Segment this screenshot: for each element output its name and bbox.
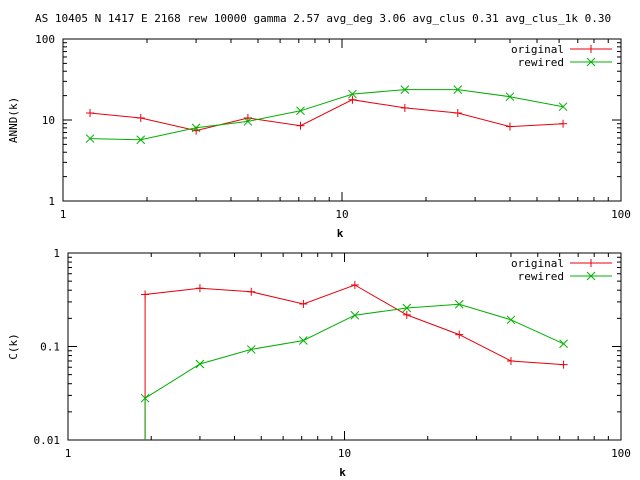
- clustering-series-rewired-legend-marker: [586, 271, 596, 281]
- annd-x-tick-label: 1: [60, 208, 67, 221]
- annd-x-tick-label: 100: [611, 208, 631, 221]
- annd-series-original-legend-marker: [587, 45, 595, 53]
- clustering-series-rewired-marker: [559, 339, 568, 349]
- annd-series-rewired-marker: [348, 89, 357, 99]
- annd-y-axis-label: ANND(k): [7, 97, 20, 143]
- clustering-series-rewired-marker: [140, 393, 150, 403]
- clustering-series-original-legend-marker: [587, 259, 595, 267]
- annd-series-original-line: [89, 99, 564, 132]
- annd-series-original-marker: [296, 121, 305, 130]
- clustering-y-tick-label: 1: [53, 247, 60, 260]
- annd-x-axis-label: k: [337, 227, 344, 240]
- annd-series-rewired-marker: [85, 134, 95, 143]
- annd-series-original-legend-label: original: [511, 43, 564, 56]
- clustering-x-tick-label: 100: [611, 447, 631, 460]
- annd-series-rewired-legend-label: rewired: [518, 56, 564, 69]
- annd-series-rewired-line: [89, 89, 564, 141]
- annd-series-rewired-marker: [453, 85, 463, 94]
- annd-y-tick-label: 10: [42, 114, 55, 127]
- clustering-series-original-marker: [247, 287, 256, 296]
- clustering-series-original-marker: [455, 330, 464, 339]
- clustering-y-tick-label: 0.1: [40, 341, 60, 354]
- clustering-x-tick-label: 1: [65, 447, 72, 460]
- annd-series-rewired-legend-marker: [586, 57, 596, 67]
- annd-series-original-marker: [86, 109, 95, 118]
- annd-series-rewired-marker: [558, 102, 568, 112]
- annd-series-rewired-marker: [296, 106, 305, 116]
- figure-title: AS 10405 N 1417 E 2168 rew 10000 gamma 2…: [35, 12, 611, 25]
- clustering-series-original-legend-label: original: [511, 257, 564, 270]
- clustering-series-rewired-marker: [350, 310, 360, 320]
- clustering-series-rewired-marker: [195, 359, 205, 369]
- clustering-series-original-marker: [350, 280, 359, 289]
- annd-series-rewired-marker: [136, 135, 146, 145]
- clustering-series-rewired-marker: [299, 336, 308, 345]
- clustering-x-tick-label: 10: [338, 447, 351, 460]
- clustering-series-rewired-marker: [402, 303, 412, 313]
- annd-series-rewired-marker: [400, 85, 410, 94]
- clustering-series-original-line: [144, 284, 564, 440]
- annd-series-rewired-marker: [505, 92, 515, 102]
- annd-y-tick-label: 100: [35, 33, 55, 46]
- annd-series-rewired-marker: [191, 123, 201, 133]
- annd-x-tick-label: 10: [335, 208, 348, 221]
- clustering-y-tick-label: 0.01: [34, 434, 61, 447]
- annd-series-original-marker: [243, 113, 252, 122]
- annd-series-original-marker: [400, 103, 409, 112]
- clustering-series-rewired-marker: [246, 345, 256, 354]
- clustering-series-original-marker: [141, 290, 150, 299]
- clustering-series-original-marker: [506, 356, 515, 365]
- clustering-y-axis-label: C(k): [7, 333, 20, 360]
- clustering-series-original-marker: [402, 310, 411, 319]
- clustering-series-original-marker: [195, 284, 204, 293]
- annd-series-original-marker: [348, 95, 357, 104]
- clustering-series-rewired-legend-label: rewired: [518, 270, 564, 283]
- annd-series-original-marker: [505, 122, 514, 131]
- clustering-series-original-marker: [299, 299, 308, 308]
- clustering-series-rewired-line: [144, 303, 564, 440]
- clustering-series-rewired-marker: [454, 299, 464, 309]
- annd-series-original-marker: [559, 119, 568, 128]
- clustering-series-rewired-marker: [506, 315, 516, 325]
- annd-series-rewired-marker: [243, 117, 253, 126]
- annd-series-original-marker: [136, 113, 145, 122]
- annd-y-tick-label: 1: [48, 195, 55, 208]
- clustering-x-axis-label: k: [339, 466, 346, 479]
- annd-series-original-marker: [453, 109, 462, 118]
- clustering-series-original-marker: [559, 360, 568, 369]
